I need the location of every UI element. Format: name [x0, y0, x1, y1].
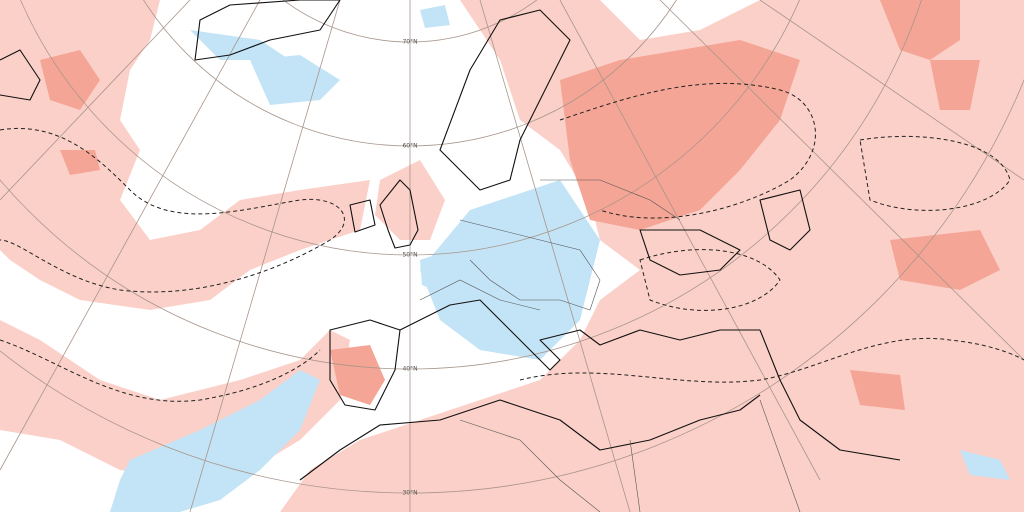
borders: [419, 179, 801, 512]
latitude-label: 30°N: [402, 490, 417, 497]
latitude-label: 40°N: [402, 366, 417, 373]
latitude-label: 70°N: [402, 39, 417, 46]
latitude-label: 60°N: [402, 143, 417, 150]
latitude-label: 50°N: [402, 252, 417, 259]
coastlines: [0, 0, 901, 481]
contours: [0, 82, 1024, 402]
